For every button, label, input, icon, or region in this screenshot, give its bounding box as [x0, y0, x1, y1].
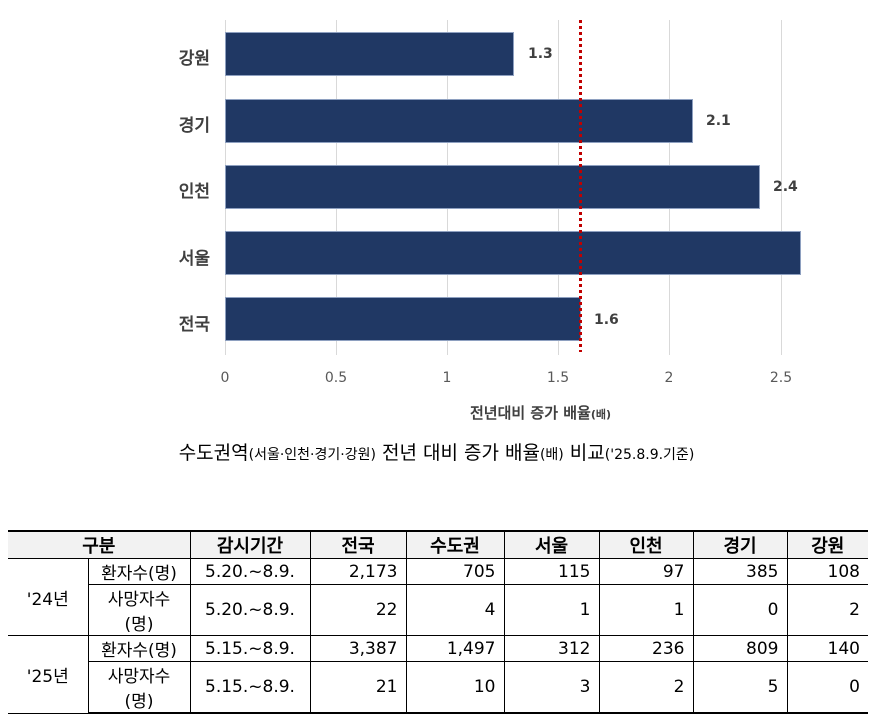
value-cell: 22: [309, 584, 407, 636]
type-cell: 환자수(명): [87, 635, 191, 662]
header-national: 전국: [309, 530, 407, 559]
value-cell: 1: [503, 584, 600, 636]
period-cell: 5.20.~8.9.: [189, 584, 311, 636]
chart-caption: 수도권역(서울·인천·경기·강원) 전년 대비 증가 배율(배) 비교('25.…: [0, 438, 873, 465]
header-gyeonggi: 경기: [692, 530, 788, 559]
period-cell: 5.15.~8.9.: [189, 635, 311, 662]
x-tick: 1.5: [546, 370, 570, 386]
bar-incheon: [225, 165, 760, 209]
value-cell: 108: [786, 558, 868, 585]
value-cell: 385: [692, 558, 788, 585]
data-label: 1.3: [528, 46, 553, 62]
value-cell: 2: [598, 661, 694, 714]
reference-line: [579, 20, 582, 352]
value-cell: 10: [405, 661, 505, 714]
header-period: 감시기간: [189, 530, 311, 559]
value-cell: 1,497: [405, 635, 505, 662]
bar-gangwon: [225, 32, 514, 76]
x-axis-title-text: 전년대비 증가 배율: [470, 404, 591, 422]
type-cell: 환자수(명): [87, 558, 191, 585]
x-tick: 1: [442, 370, 452, 386]
category-label: 경기: [178, 116, 210, 136]
caption-text: ('25.8.9.기준): [604, 447, 695, 463]
bar-gyeonggi: [225, 99, 693, 143]
value-cell: 115: [503, 558, 600, 585]
header-gangwon: 강원: [786, 530, 868, 559]
table-row: 사망자수(명) 5.20.~8.9. 22 4 1 1 0 2: [8, 584, 868, 636]
table-row: '25년 환자수(명) 5.15.~8.9. 3,387 1,497 312 2…: [8, 635, 868, 714]
caption-text: 수도권역: [178, 442, 249, 464]
bar-national: [225, 297, 581, 341]
type-cell: 사망자수(명): [87, 661, 191, 714]
value-cell: 705: [405, 558, 505, 585]
table-header-row: 구분 감시기간 전국 수도권 서울 인천 경기 강원: [8, 530, 868, 559]
caption-text: 전년 대비 증가 배율: [375, 442, 540, 464]
x-tick: 0.5: [324, 370, 348, 386]
caption-text: (서울·인천·경기·강원): [248, 447, 376, 463]
value-cell: 5: [692, 661, 788, 714]
header-category: 구분: [8, 530, 191, 559]
header-incheon: 인천: [598, 530, 694, 559]
bar-chart: 강원 1.3 경기 2.1 인천 2.4 서울 전국 1.6 0 0.5 1 1…: [178, 20, 801, 423]
value-cell: 312: [503, 635, 600, 662]
value-cell: 809: [692, 635, 788, 662]
header-seoul: 서울: [503, 530, 600, 559]
x-tick: 2.5: [769, 370, 793, 386]
category-label: 강원: [178, 49, 210, 69]
value-cell: 1: [598, 584, 694, 636]
value-cell: 3: [503, 661, 600, 714]
x-axis-title: 전년대비 증가 배율(배): [470, 402, 611, 423]
value-cell: 21: [309, 661, 407, 714]
data-label: 2.4: [773, 179, 798, 195]
caption-text: 비교: [563, 442, 605, 464]
year-cell: '24년: [8, 558, 89, 636]
value-cell: 0: [692, 584, 788, 636]
header-capital-area: 수도권: [405, 530, 505, 559]
x-axis-unit: (배): [590, 408, 612, 421]
category-label: 서울: [178, 249, 210, 269]
period-cell: 5.20.~8.9.: [189, 558, 311, 585]
type-cell: 사망자수(명): [87, 584, 191, 636]
table-row: 사망자수(명) 5.15.~8.9. 21 10 3 2 5 0: [8, 661, 868, 714]
value-cell: 2,173: [309, 558, 407, 585]
value-cell: 0: [786, 661, 868, 714]
value-cell: 3,387: [309, 635, 407, 662]
data-label: 1.6: [594, 312, 619, 328]
value-cell: 2: [786, 584, 868, 636]
period-cell: 5.15.~8.9.: [189, 661, 311, 714]
category-label: 인천: [178, 182, 210, 202]
x-tick: 0: [220, 370, 230, 386]
data-label: 2.1: [706, 113, 731, 129]
gridline: [781, 20, 782, 355]
year-cell: '25년: [8, 635, 89, 714]
x-tick: 2: [664, 370, 674, 386]
bar-seoul: [225, 231, 801, 275]
table-row: '24년 환자수(명) 5.20.~8.9. 2,173 705 115 97 …: [8, 558, 868, 636]
value-cell: 4: [405, 584, 505, 636]
value-cell: 236: [598, 635, 694, 662]
stats-table: 구분 감시기간 전국 수도권 서울 인천 경기 강원 '24년 환자수(명) 5…: [8, 530, 868, 714]
value-cell: 140: [786, 635, 868, 662]
value-cell: 97: [598, 558, 694, 585]
category-label: 전국: [178, 315, 210, 335]
caption-text: (배): [539, 447, 564, 463]
